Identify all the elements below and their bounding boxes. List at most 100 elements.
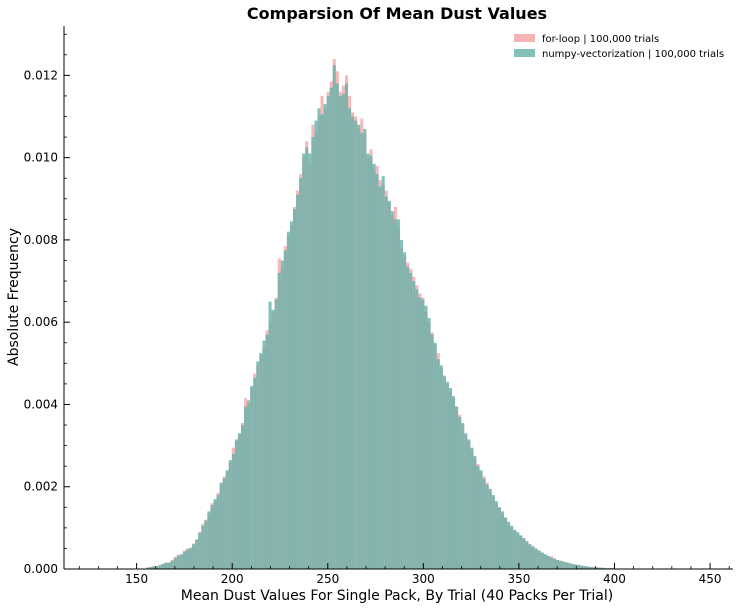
histogram-bar — [412, 281, 416, 569]
histogram-bar — [369, 155, 373, 570]
histogram-bar — [424, 305, 428, 569]
histogram-bar — [210, 505, 214, 569]
histogram-bar — [161, 563, 165, 569]
histogram-bar — [543, 554, 547, 569]
histogram-bar — [500, 511, 505, 569]
histogram-bar — [280, 260, 284, 569]
histogram-bar — [525, 541, 529, 569]
y-tick-label: 0.002 — [24, 480, 58, 494]
histogram-bar — [354, 120, 358, 569]
histogram-bar — [409, 272, 413, 569]
histogram-bar — [427, 318, 431, 569]
y-tick-label: 0.010 — [24, 151, 58, 165]
histogram-bar — [222, 478, 226, 569]
histogram-bar — [216, 494, 220, 569]
legend-swatch-for-loop — [514, 34, 535, 42]
histogram-bar — [189, 547, 193, 569]
histogram-bar — [323, 104, 327, 569]
histogram-bar — [204, 520, 208, 569]
histogram-bar — [467, 439, 471, 569]
x-tick-label: 350 — [507, 572, 530, 586]
histogram-bar — [277, 272, 281, 569]
histogram-bar — [488, 488, 492, 569]
histogram-bar — [146, 567, 150, 569]
histogram-bar — [589, 566, 593, 569]
histogram-bar — [192, 544, 196, 569]
histogram-bar — [271, 309, 275, 569]
y-tick-label: 0.006 — [24, 315, 58, 329]
histogram-bar — [357, 124, 361, 570]
chart-title: Comparsion Of Mean Dust Values — [247, 4, 547, 23]
histogram-bar — [452, 396, 456, 569]
histogram-bar — [458, 416, 462, 569]
bars-layer — [146, 58, 627, 570]
histogram-bar — [338, 95, 342, 569]
histogram-bar — [448, 388, 453, 569]
histogram-bar — [381, 176, 385, 570]
histogram-bar — [504, 517, 508, 569]
histogram-bar — [296, 194, 300, 569]
histogram-bar — [231, 453, 235, 569]
histogram-bar — [366, 153, 370, 570]
histogram-bar — [479, 470, 483, 569]
histogram-bar — [439, 365, 443, 569]
histogram-bar — [329, 87, 333, 570]
histogram-bar — [436, 359, 440, 569]
histogram-bar — [332, 65, 336, 570]
histogram-bar — [265, 334, 269, 569]
histogram-bar — [375, 174, 379, 569]
histogram-bar — [390, 211, 394, 569]
histogram-bar — [519, 535, 523, 569]
histogram-bar — [430, 334, 434, 569]
histogram-bar — [341, 93, 345, 569]
histogram-bar — [351, 116, 355, 569]
histogram-bar — [534, 548, 538, 569]
histogram-bar — [360, 132, 364, 570]
histogram-bar — [522, 538, 526, 569]
histogram-bar — [546, 555, 550, 569]
histogram-bar — [185, 549, 190, 569]
y-tick-label: 0.008 — [24, 233, 58, 247]
histogram-bar — [433, 342, 437, 569]
histogram-bar — [507, 521, 511, 569]
histogram-bar — [464, 433, 468, 569]
histogram-bar — [302, 153, 306, 570]
histogram-bar — [403, 252, 407, 569]
histogram-bar — [393, 219, 397, 569]
histogram-bar — [552, 558, 557, 569]
histogram-bar — [149, 566, 153, 569]
histogram-bar — [396, 219, 401, 569]
y-tick-label: 0.000 — [24, 562, 58, 576]
histogram-bar — [228, 459, 232, 569]
y-axis-label: Absolute Frequency — [6, 228, 22, 366]
histogram-bar — [378, 186, 382, 569]
histogram-bar — [418, 297, 422, 569]
histogram-bar — [372, 163, 376, 569]
histogram-bar — [583, 566, 587, 569]
histogram-bar — [244, 406, 248, 569]
histogram-bar — [308, 153, 312, 570]
histogram-bar — [234, 439, 238, 569]
histogram-bar — [219, 482, 223, 569]
histogram-bar — [531, 546, 535, 569]
histogram-bar — [320, 114, 324, 570]
x-tick-label: 300 — [412, 572, 435, 586]
histogram-bar — [335, 83, 339, 569]
histogram-bar — [476, 466, 480, 569]
histogram-bar — [268, 301, 272, 569]
histogram-bar — [344, 83, 349, 569]
histogram-bar — [256, 361, 260, 569]
histogram-bar — [497, 507, 501, 569]
histogram-bar — [198, 532, 202, 569]
histogram-bar — [571, 564, 575, 569]
histogram-bar — [182, 551, 186, 569]
y-tick-label: 0.004 — [24, 397, 58, 411]
histogram-bar — [470, 447, 474, 569]
histogram-bar — [528, 544, 532, 569]
histogram-bar — [250, 385, 254, 569]
x-tick-label: 150 — [125, 572, 148, 586]
histogram-bar — [201, 525, 205, 569]
histogram-bar — [406, 266, 410, 569]
histogram-bar — [170, 560, 174, 569]
